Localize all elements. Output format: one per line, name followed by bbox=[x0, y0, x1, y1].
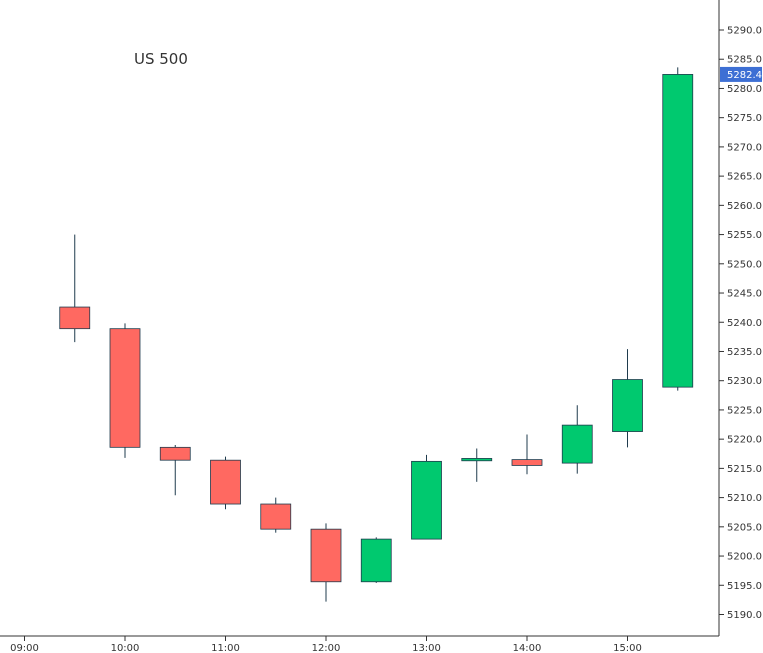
candle-body bbox=[59, 306, 91, 330]
y-axis: 5190.0 5195.0 5200.0 5205.0 5210.0 5215.0 5220… bbox=[719, 26, 762, 621]
x-tick-label: 14:00 bbox=[513, 643, 542, 653]
y-tick-label: 5235.0 bbox=[727, 347, 762, 358]
candle-body bbox=[511, 459, 543, 466]
y-tick-label: 5265.0 bbox=[727, 172, 762, 183]
y-tick-label: 5210.0 bbox=[727, 493, 762, 504]
x-tick-label: 13:00 bbox=[412, 643, 441, 653]
candle-1100 bbox=[210, 456, 241, 510]
candle-1400 bbox=[511, 434, 543, 475]
candle-body bbox=[411, 460, 442, 540]
y-tick-label: 5245.0 bbox=[727, 289, 762, 300]
candle-0930 bbox=[59, 234, 91, 343]
y-tick-label: 5280.0 bbox=[727, 84, 762, 95]
y-tick-label: 5225.0 bbox=[727, 405, 762, 416]
x-axis: 09:00 10:00 11:00 12:00 13:00 14:00 15:00 bbox=[10, 636, 642, 653]
x-tick-label: 11:00 bbox=[211, 643, 240, 653]
y-tick-label: 5260.0 bbox=[727, 201, 762, 212]
y-tick-label: 5190.0 bbox=[727, 610, 762, 621]
y-tick-label: 5255.0 bbox=[727, 230, 762, 241]
candle-1030 bbox=[159, 444, 191, 496]
x-tick-label: 15:00 bbox=[613, 643, 642, 653]
y-tick-label: 5230.0 bbox=[727, 376, 762, 387]
last-price-marker: 5282.4 bbox=[720, 66, 762, 82]
candle-1130 bbox=[260, 497, 292, 533]
last-price-label: 5282.4 bbox=[727, 70, 762, 81]
y-tick-label: 5215.0 bbox=[727, 464, 762, 475]
candle-1530 bbox=[662, 67, 694, 391]
candle-1330 bbox=[461, 448, 493, 482]
y-tick-label: 5285.0 bbox=[727, 55, 762, 66]
candle-1200 bbox=[310, 523, 342, 602]
y-tick-label: 5270.0 bbox=[727, 142, 762, 153]
candle-1230 bbox=[360, 537, 392, 583]
y-tick-label: 5240.0 bbox=[727, 318, 762, 329]
candle-1000 bbox=[109, 323, 141, 458]
y-tick-label: 5220.0 bbox=[727, 435, 762, 446]
x-tick-label: 10:00 bbox=[111, 643, 140, 653]
candle-body bbox=[561, 424, 593, 464]
chart-title: US 500 bbox=[134, 50, 188, 68]
candle-1500 bbox=[612, 349, 643, 448]
candle-body bbox=[210, 459, 241, 505]
y-tick-label: 5200.0 bbox=[727, 552, 762, 563]
candle-body bbox=[260, 503, 292, 530]
candles-layer bbox=[59, 67, 694, 602]
candle-1300 bbox=[411, 454, 442, 540]
candle-body bbox=[461, 458, 493, 462]
candle-body bbox=[109, 328, 141, 448]
y-tick-label: 5290.0 bbox=[727, 26, 762, 37]
last-price-badge bbox=[720, 66, 762, 82]
x-tick-label: 12:00 bbox=[312, 643, 341, 653]
y-tick-label: 5205.0 bbox=[727, 522, 762, 533]
y-tick-label: 5275.0 bbox=[727, 113, 762, 124]
candle-1430 bbox=[561, 405, 593, 474]
candle-body bbox=[159, 446, 191, 461]
candle-body bbox=[662, 74, 694, 388]
candle-body bbox=[310, 528, 342, 583]
x-tick-label: 09:00 bbox=[10, 643, 39, 653]
candle-body bbox=[612, 379, 643, 432]
y-tick-label: 5195.0 bbox=[727, 581, 762, 592]
candle-body bbox=[360, 538, 392, 583]
y-tick-label: 5250.0 bbox=[727, 259, 762, 270]
